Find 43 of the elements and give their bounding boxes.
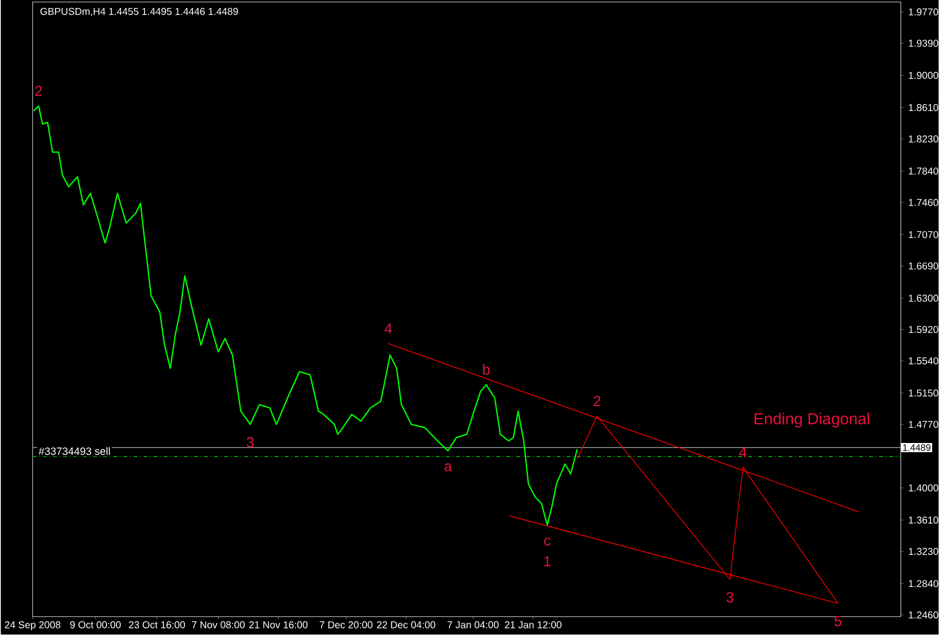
x-tick-label: 7 Dec 20:00 xyxy=(320,621,372,628)
y-tick-label: 1.7460 xyxy=(908,199,938,206)
ref-line-label: 1.4489 xyxy=(903,444,930,451)
annotation: a xyxy=(444,464,452,472)
x-tick-label: 24 Sep 2008 xyxy=(4,621,60,630)
x-tick-label: 21 Nov 16:00 xyxy=(249,621,308,628)
y-tick-label: 1.4770 xyxy=(908,420,938,428)
x-tick-label: 9 Oct 00:00 xyxy=(70,621,121,628)
annotation: c xyxy=(544,538,551,546)
y-tick-label: 1.8610 xyxy=(908,104,938,112)
y-tick-label: 1.5540 xyxy=(908,357,938,365)
y-tick-label: 1.9770 xyxy=(908,8,938,16)
annotation: 5 xyxy=(834,616,842,626)
annotation: b xyxy=(483,364,490,375)
annotation: 4 xyxy=(384,324,392,334)
y-tick-label: 1.7840 xyxy=(908,168,938,175)
y-tick-label: 1.2460 xyxy=(908,612,938,619)
x-tick-label: 22 Dec 04:00 xyxy=(377,621,436,628)
y-tick-label: 1.9390 xyxy=(908,40,938,47)
ref-line-label: #33734493 sell xyxy=(38,447,110,456)
annotation: 4 xyxy=(739,447,747,458)
x-tick-label: 7 Jan 04:00 xyxy=(448,621,499,628)
y-tick-label: 1.8230 xyxy=(908,136,938,143)
annotation: 1 xyxy=(544,556,551,566)
x-tick-label: 21 Jan 12:00 xyxy=(504,621,562,628)
y-tick-label: 1.9000 xyxy=(908,72,938,80)
annotation: Ending Diagonal xyxy=(754,412,869,428)
y-tick-label: 1.6690 xyxy=(908,262,938,270)
text: GBPUSDm,H4 1.4455 1.4495 1.4446 1.4489 xyxy=(40,8,238,16)
y-tick-label: 1.5150 xyxy=(908,390,938,397)
annotation: 3 xyxy=(246,437,254,448)
y-tick-label: 1.5920 xyxy=(908,326,938,334)
y-tick-label: 1.3610 xyxy=(908,516,938,524)
annotation: 2 xyxy=(594,396,600,406)
annotation: 3 xyxy=(726,592,734,603)
annotation: 2 xyxy=(35,86,42,96)
y-tick-label: 1.4000 xyxy=(908,484,938,492)
y-tick-label: 1.7070 xyxy=(908,231,938,238)
y-tick-label: 1.3230 xyxy=(908,548,938,556)
x-tick-label: 23 Oct 16:00 xyxy=(128,621,185,628)
x-tick-label: 7 Nov 08:00 xyxy=(192,621,245,628)
y-tick-label: 1.2840 xyxy=(908,580,938,588)
y-tick-label: 1.6300 xyxy=(908,294,938,302)
